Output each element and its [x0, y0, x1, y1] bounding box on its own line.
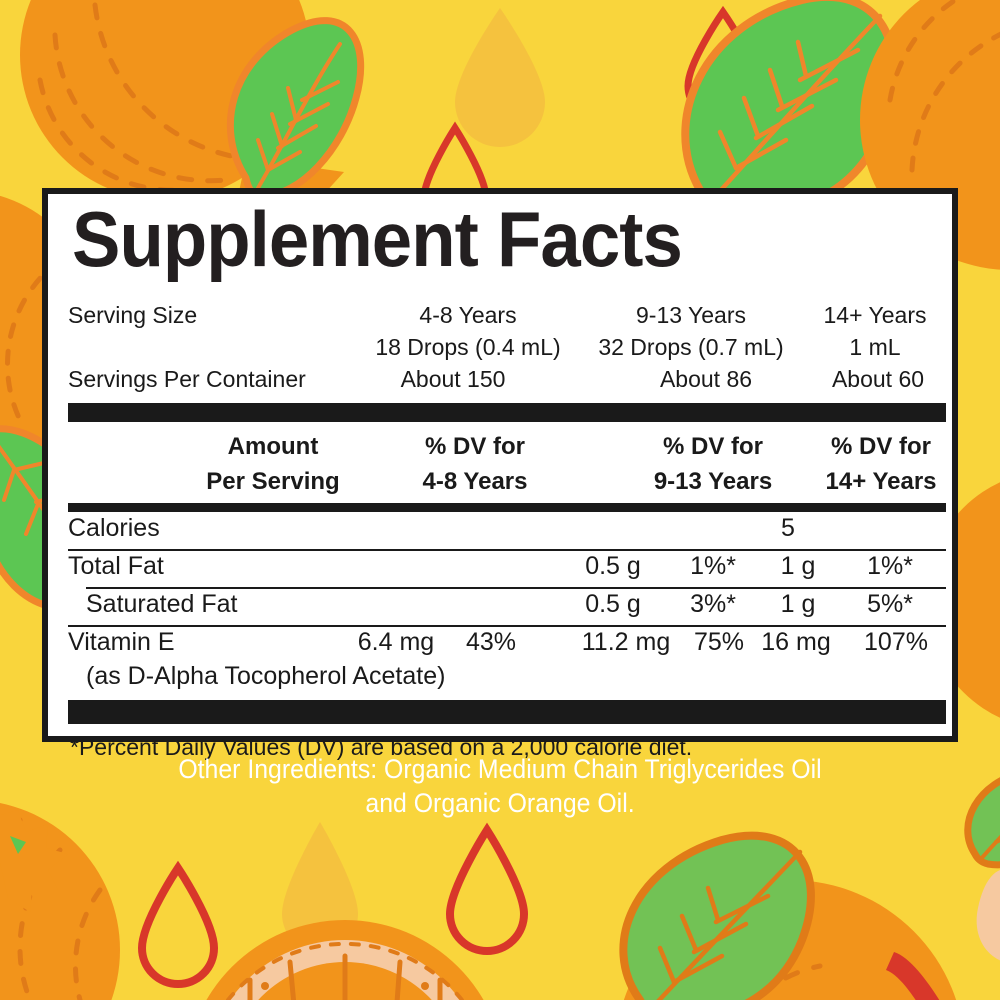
divider-bar-thick — [68, 403, 946, 422]
row-value-saturated-fat-dv-9-13: 3%* — [690, 590, 736, 618]
table-row-total-fat: Total Fat 0.5 g 1%* 1 g 1%* — [68, 552, 946, 586]
peach-blob-bottom-right — [976, 870, 1000, 961]
header-dv-9-13: % DV for 9-13 Years — [653, 433, 773, 495]
table-row-vitamin-e: Vitamin E 6.4 mg 43% 11.2 mg 75% 16 mg 1… — [68, 628, 946, 662]
header-dv-4-8: % DV for 4-8 Years — [422, 433, 528, 495]
serving-count-4-8: About 150 — [400, 366, 506, 392]
serving-dose-14plus: 1 mL — [849, 334, 901, 360]
serving-count-9-13: About 86 — [659, 366, 753, 392]
row-label-saturated-fat: Saturated Fat — [86, 590, 238, 618]
daily-value-footnote: *Percent Daily Values (DV) are based on … — [70, 734, 693, 760]
row-value-vitamin-e-amount-9-13: 11.2 mg — [581, 628, 671, 656]
table-header-row: Amount Per Serving % DV for 4-8 Years % … — [68, 429, 946, 501]
orange-fruit-bottom-left — [0, 803, 120, 1000]
row-value-total-fat-amount-9-13: 0.5 g — [585, 552, 641, 580]
leaf-bottom-right-small — [964, 777, 1000, 869]
other-ingredients-text: Other Ingredients: Organic Medium Chain … — [86, 752, 914, 820]
row-rule-3 — [68, 625, 946, 627]
row-value-saturated-fat-amount-14plus: 1 g — [780, 590, 816, 618]
drop-soft-bottom — [282, 822, 358, 952]
orange-slice-bottom-center — [206, 920, 484, 1000]
divider-bar-large — [68, 700, 946, 724]
row-rule-1 — [68, 549, 946, 551]
row-value-vitamin-e-amount-4-8: 6.4 mg — [357, 628, 435, 656]
row-label-total-fat: Total Fat — [68, 552, 164, 580]
servings-per-container-label: Servings Per Container — [68, 366, 306, 392]
leaf-top-left — [226, 17, 365, 200]
divider-bar-medium — [68, 503, 946, 512]
row-label-vitamin-e: Vitamin E — [68, 628, 175, 656]
drop-outline-bottom-1 — [137, 860, 219, 988]
serving-dose-4-8: 18 Drops (0.4 mL) — [375, 334, 561, 360]
table-row-saturated-fat: Saturated Fat 0.5 g 3%* 1 g 5%* — [68, 590, 946, 624]
row-value-vitamin-e-dv-14plus: 107% — [864, 628, 928, 656]
serving-size-block: Serving Size Servings Per Container 4-8 … — [68, 302, 946, 394]
drop-soft-top — [455, 8, 545, 147]
serving-age-9-13: 9-13 Years — [636, 302, 746, 328]
row-label-vitamin-e-source: (as D-Alpha Tocopherol Acetate) — [86, 662, 446, 690]
drop-outline-bottom-2 — [445, 822, 529, 955]
header-amount-per-serving: Amount Per Serving — [206, 433, 340, 495]
row-value-total-fat-dv-14plus: 1%* — [867, 552, 913, 580]
row-value-vitamin-e-dv-9-13: 75% — [693, 628, 745, 656]
row-rule-2 — [86, 587, 946, 589]
serving-age-14plus: 14+ Years — [823, 302, 927, 328]
leaf-bottom-right — [619, 831, 815, 1000]
row-value-calories-amount: 5 — [781, 514, 795, 542]
other-ingredients-line-1: Other Ingredients: Organic Medium Chain … — [178, 754, 822, 784]
row-value-vitamin-e-amount-14plus: 16 mg — [761, 628, 831, 656]
row-label-calories: Calories — [68, 514, 160, 542]
row-value-saturated-fat-amount-9-13: 0.5 g — [585, 590, 641, 618]
serving-size-label: Serving Size — [68, 302, 198, 328]
row-value-vitamin-e-dv-4-8: 43% — [465, 628, 517, 656]
table-row-calories: Calories 5 — [68, 514, 946, 548]
supplement-facts-panel: Supplement Facts Serving Size Servings P… — [42, 188, 958, 760]
row-value-saturated-fat-dv-14plus: 5%* — [867, 590, 913, 618]
serving-age-4-8: 4-8 Years — [419, 302, 517, 328]
table-row-vitamin-e-source: (as D-Alpha Tocopherol Acetate) — [68, 662, 946, 696]
row-value-total-fat-dv-9-13: 1%* — [690, 552, 736, 580]
other-ingredients-line-2: and Organic Orange Oil. — [365, 788, 635, 818]
serving-dose-9-13: 32 Drops (0.7 mL) — [598, 334, 784, 360]
serving-count-14plus: About 60 — [831, 366, 925, 392]
header-dv-14plus: % DV for 14+ Years — [825, 433, 937, 495]
supplement-facts-title: Supplement Facts — [72, 195, 683, 283]
row-value-total-fat-amount-14plus: 1 g — [780, 552, 816, 580]
